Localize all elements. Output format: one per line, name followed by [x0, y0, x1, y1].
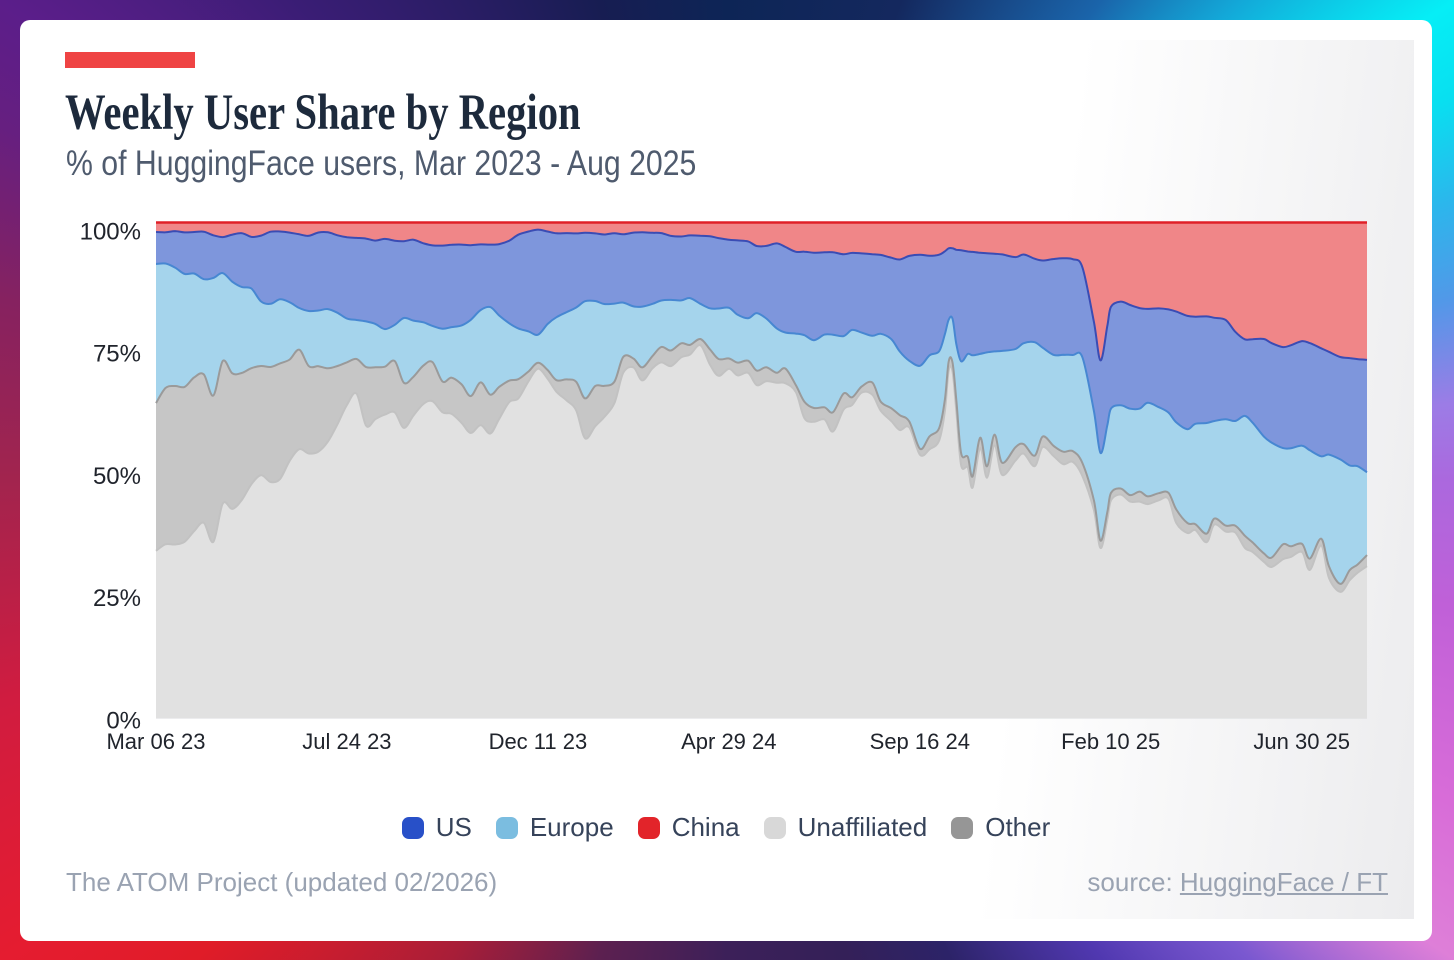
- svg-text:0%: 0%: [106, 707, 141, 734]
- svg-text:Sep 16 24: Sep 16 24: [870, 729, 970, 754]
- svg-text:Dec 11 23: Dec 11 23: [489, 729, 588, 754]
- svg-text:Mar 06 23: Mar 06 23: [106, 729, 205, 754]
- svg-text:100%: 100%: [80, 218, 141, 245]
- svg-text:Jul 24 23: Jul 24 23: [302, 729, 391, 754]
- svg-text:25%: 25%: [93, 585, 141, 612]
- svg-text:Feb 10 25: Feb 10 25: [1061, 729, 1160, 754]
- svg-text:Jun 30 25: Jun 30 25: [1253, 729, 1350, 754]
- svg-text:50%: 50%: [93, 463, 141, 490]
- svg-text:Apr 29 24: Apr 29 24: [681, 729, 776, 754]
- svg-text:75%: 75%: [93, 341, 141, 368]
